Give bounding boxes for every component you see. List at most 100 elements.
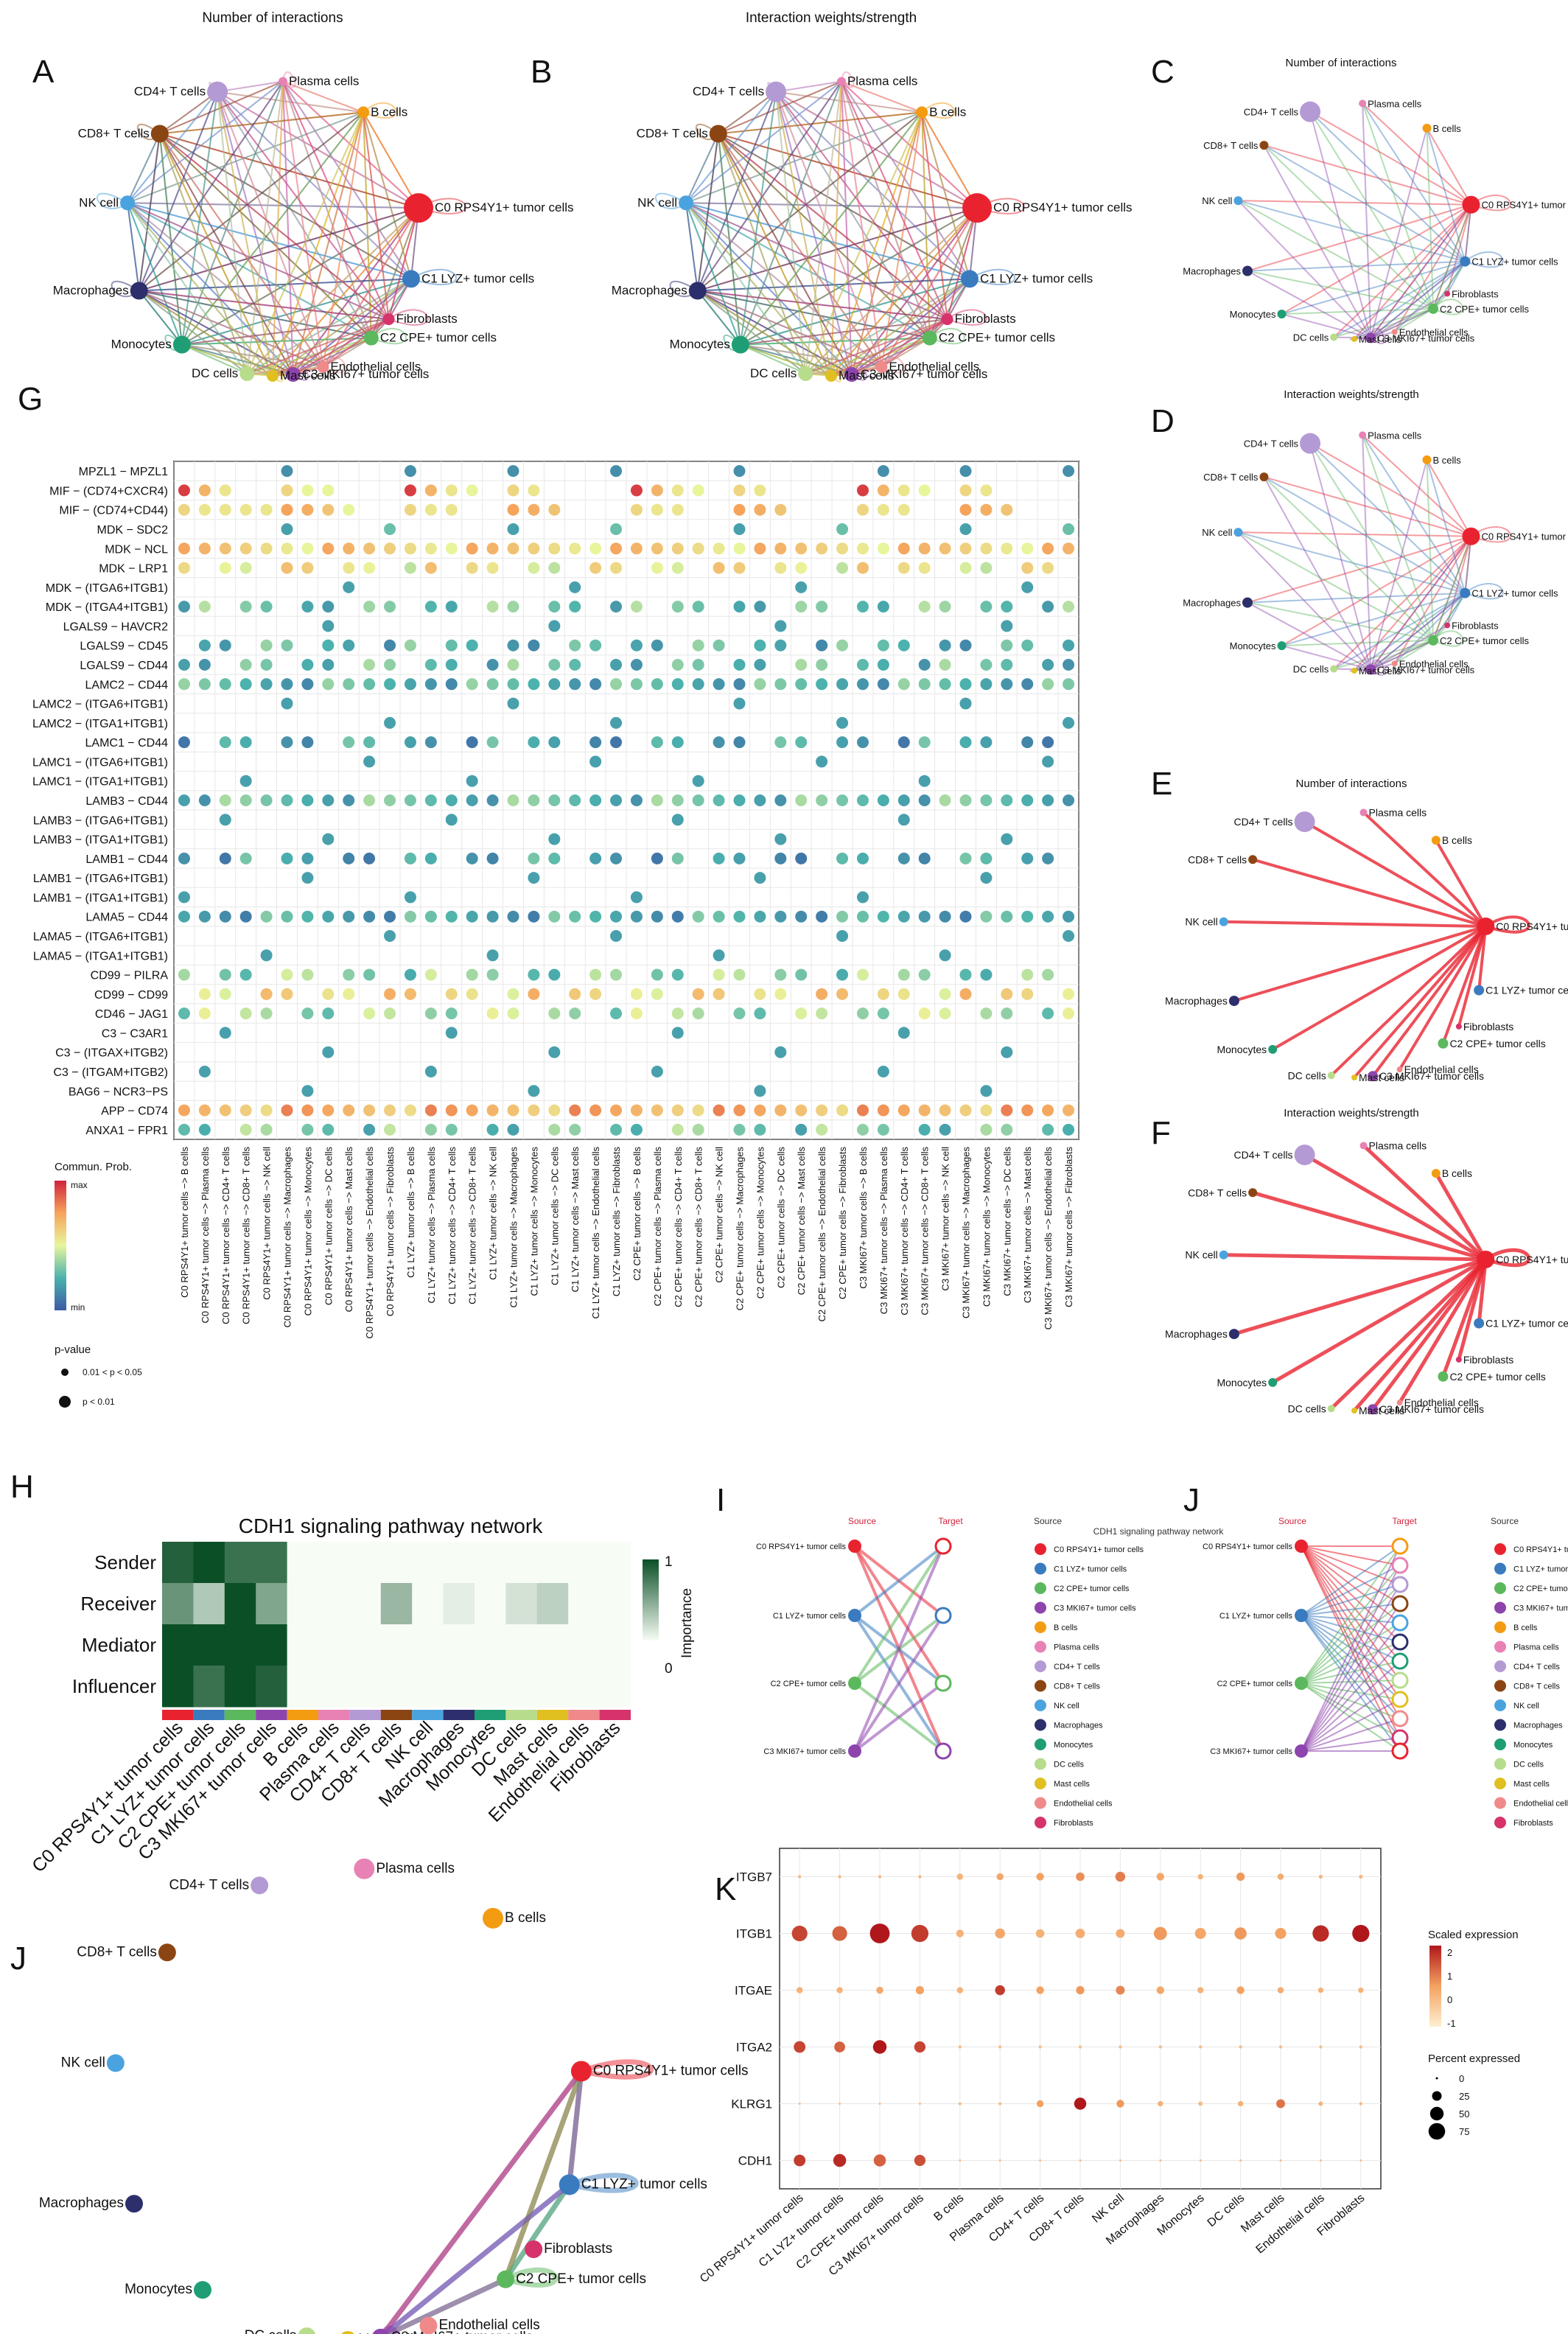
g-dot [630,1007,643,1020]
network-node [1455,1356,1462,1363]
k-dot [1159,2159,1162,2162]
network-edge [1362,1144,1487,1261]
hierarchy-edge [1301,1683,1401,1719]
network-edge [282,81,390,320]
network-node [1294,811,1315,833]
g-dot [918,678,931,691]
g-dot [1063,523,1075,535]
g-dot [301,1085,314,1097]
g-dot [548,678,561,691]
g-dot [507,1123,519,1136]
network-edge [127,202,273,377]
network-edge [1333,204,1472,338]
network-edge [946,207,979,320]
hierarchy-target-node [934,1537,952,1555]
g-dot [897,503,910,516]
network-node-label: Mast cells [1359,1405,1404,1416]
network-edge [1271,1257,1487,1385]
panel-e-title: Number of interactions [1296,778,1407,790]
network-node-label: CD4+ T cells [1244,107,1299,118]
g-dot [816,639,828,651]
network-edge [504,2267,559,2288]
g-dot [733,465,746,478]
g-dot [178,1123,190,1136]
network-edge [1370,592,1466,671]
network-edge [1370,592,1466,671]
hierarchy-legend-label: CD8+ T cells [1513,1683,1560,1691]
network-node-label: Plasma cells [1369,806,1427,818]
k-dot [1319,2159,1322,2162]
hierarchy-edge [1301,1545,1401,1719]
g-dot [918,775,931,787]
g-dot [322,484,335,497]
hierarchy-legend-dot [1494,1601,1506,1614]
k-dot [1038,2045,1042,2049]
k-dots [791,1871,1370,2167]
network-node-label: C2 CPE+ tumor cells [1449,1038,1545,1049]
k-dot [1236,1986,1245,1994]
g-dot [959,484,972,497]
k-dot [794,2154,806,2167]
network-node [404,193,434,223]
network-node [1351,1408,1357,1414]
g-dot [281,484,293,497]
g-dot [836,910,849,923]
hierarchy-target-node [1391,1595,1409,1613]
g-dot [445,794,458,806]
g-dot [384,601,396,613]
hierarchy-legend-label: C2 CPE+ tumor cells [1513,1584,1568,1593]
network-edge [921,112,970,279]
g-dot [1042,736,1054,749]
network-edge [1264,144,1471,206]
h-heatmap-cell [193,1583,225,1625]
k-dot [1198,2101,1203,2106]
network-node [559,2174,580,2195]
g-dot [1042,910,1054,923]
network-node [130,282,148,300]
g-dot [980,601,993,613]
g-dot [1042,852,1054,864]
network-edge [1353,925,1487,1079]
network-node-label: NK cell [79,195,119,209]
h-heatmap-cell [224,1624,256,1666]
g-dot [239,562,252,574]
g-dot [507,910,519,923]
g-dot [713,542,725,555]
g-dot [507,601,519,613]
g-dot [486,601,499,613]
hierarchy-legend-dot [1035,1719,1046,1731]
network-node-label: C1 LYZ+ tumor cells [980,271,1093,285]
k-dot [836,1987,843,1994]
hierarchy-edge [1301,1545,1401,1585]
g-dot [486,562,499,574]
hierarchy-legend-label: C0 RPS4Y1+ tumor cells [1054,1545,1144,1554]
hierarchy-legend-dot [1494,1719,1506,1731]
g-dot [343,542,355,555]
g-column-label: C2 CPE+ tumor cells −> NK cell [714,1147,725,1283]
g-row-label: LAMB1 − (ITGA1+ITGB1) [33,892,168,904]
h-group-color [443,1710,475,1720]
network-edge [775,91,853,375]
h-heatmap-cell [568,1583,601,1625]
network-edge [139,290,389,321]
network-edge [1457,1259,1488,1360]
g-column-label: C1 LYZ+ tumor cells −> Monocytes [528,1147,539,1296]
hierarchy-source-node [1295,1540,1308,1553]
network-edge [1362,103,1435,310]
g-dot [322,1104,335,1117]
network-node [1259,141,1269,150]
k-dot [834,2041,845,2052]
network-node-label: CD4+ T cells [1234,816,1293,828]
g-row-label: CD99 − PILRA [91,970,169,982]
network-node [1474,1318,1485,1329]
g-dot [569,988,581,1000]
network-node-label: CD8+ T cells [1188,1187,1247,1198]
g-dot [301,601,314,613]
g-dot [528,1104,540,1117]
g-dot [178,891,190,904]
k-dot [1116,1929,1125,1938]
network-node-label: Fibroblasts [955,312,1016,326]
g-dot [877,484,889,497]
network-node-label: Plasma cells [1368,430,1421,441]
g-dot [589,794,602,806]
